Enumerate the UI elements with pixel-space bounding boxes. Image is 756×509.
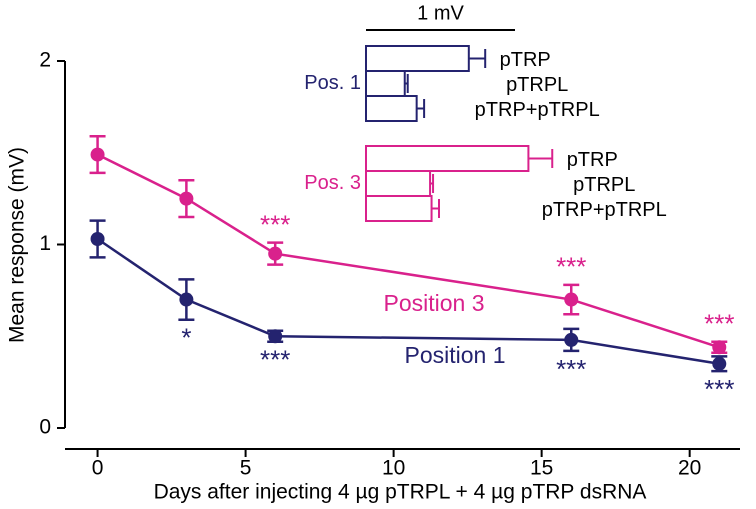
bar-label: pTRP	[500, 49, 551, 71]
significance-label: *	[181, 323, 191, 353]
bar	[365, 170, 432, 197]
data-point	[564, 292, 579, 307]
bar	[365, 145, 530, 172]
bar-label: pTRPL	[573, 174, 635, 196]
bar	[365, 95, 418, 122]
error-bar	[431, 199, 441, 218]
significance-label: ***	[260, 345, 290, 375]
scale-bar-label: 1 mV	[417, 2, 464, 24]
data-point	[712, 340, 727, 355]
significance-label: ***	[704, 374, 734, 404]
error-bar	[528, 149, 554, 168]
error-bar	[416, 99, 426, 118]
x-tick-label: 10	[382, 457, 405, 480]
bar-label: pTRP+pTRPL	[542, 199, 667, 221]
group-label: Pos. 3	[304, 172, 361, 194]
data-point	[179, 292, 194, 307]
bar-label: pTRP+pTRPL	[475, 99, 600, 121]
data-point	[179, 191, 194, 206]
significance-label: ***	[704, 309, 734, 339]
bar	[365, 195, 433, 222]
y-axis-title: Mean response (mV)	[6, 147, 29, 343]
error-bar	[430, 174, 435, 193]
x-tick-label: 20	[678, 457, 701, 480]
bar-label: pTRP	[567, 149, 618, 171]
data-point	[268, 329, 283, 344]
significance-label: ***	[556, 252, 586, 282]
data-point	[90, 231, 105, 246]
x-tick-label: 5	[240, 457, 252, 480]
bar	[365, 45, 470, 72]
group-label: Pos. 1	[304, 72, 361, 94]
significance-label: ***	[260, 210, 290, 240]
data-point	[712, 356, 727, 371]
x-tick-label: 15	[530, 457, 553, 480]
data-point	[268, 246, 283, 261]
series-label: Position 3	[383, 290, 484, 316]
bar-label: pTRPL	[506, 74, 568, 96]
series-label: Position 1	[404, 342, 505, 368]
error-bar	[468, 49, 487, 68]
data-point	[564, 332, 579, 347]
y-tick-label: 2	[39, 49, 51, 72]
significance-label: ***	[556, 354, 586, 384]
y-tick-label: 0	[39, 416, 51, 439]
data-point	[90, 147, 105, 162]
y-tick-label: 1	[39, 232, 51, 255]
error-bar	[404, 74, 409, 93]
x-axis-title: Days after injecting 4 µg pTRPL + 4 µg p…	[154, 481, 647, 504]
x-tick-label: 0	[92, 457, 104, 480]
bar	[365, 70, 406, 97]
